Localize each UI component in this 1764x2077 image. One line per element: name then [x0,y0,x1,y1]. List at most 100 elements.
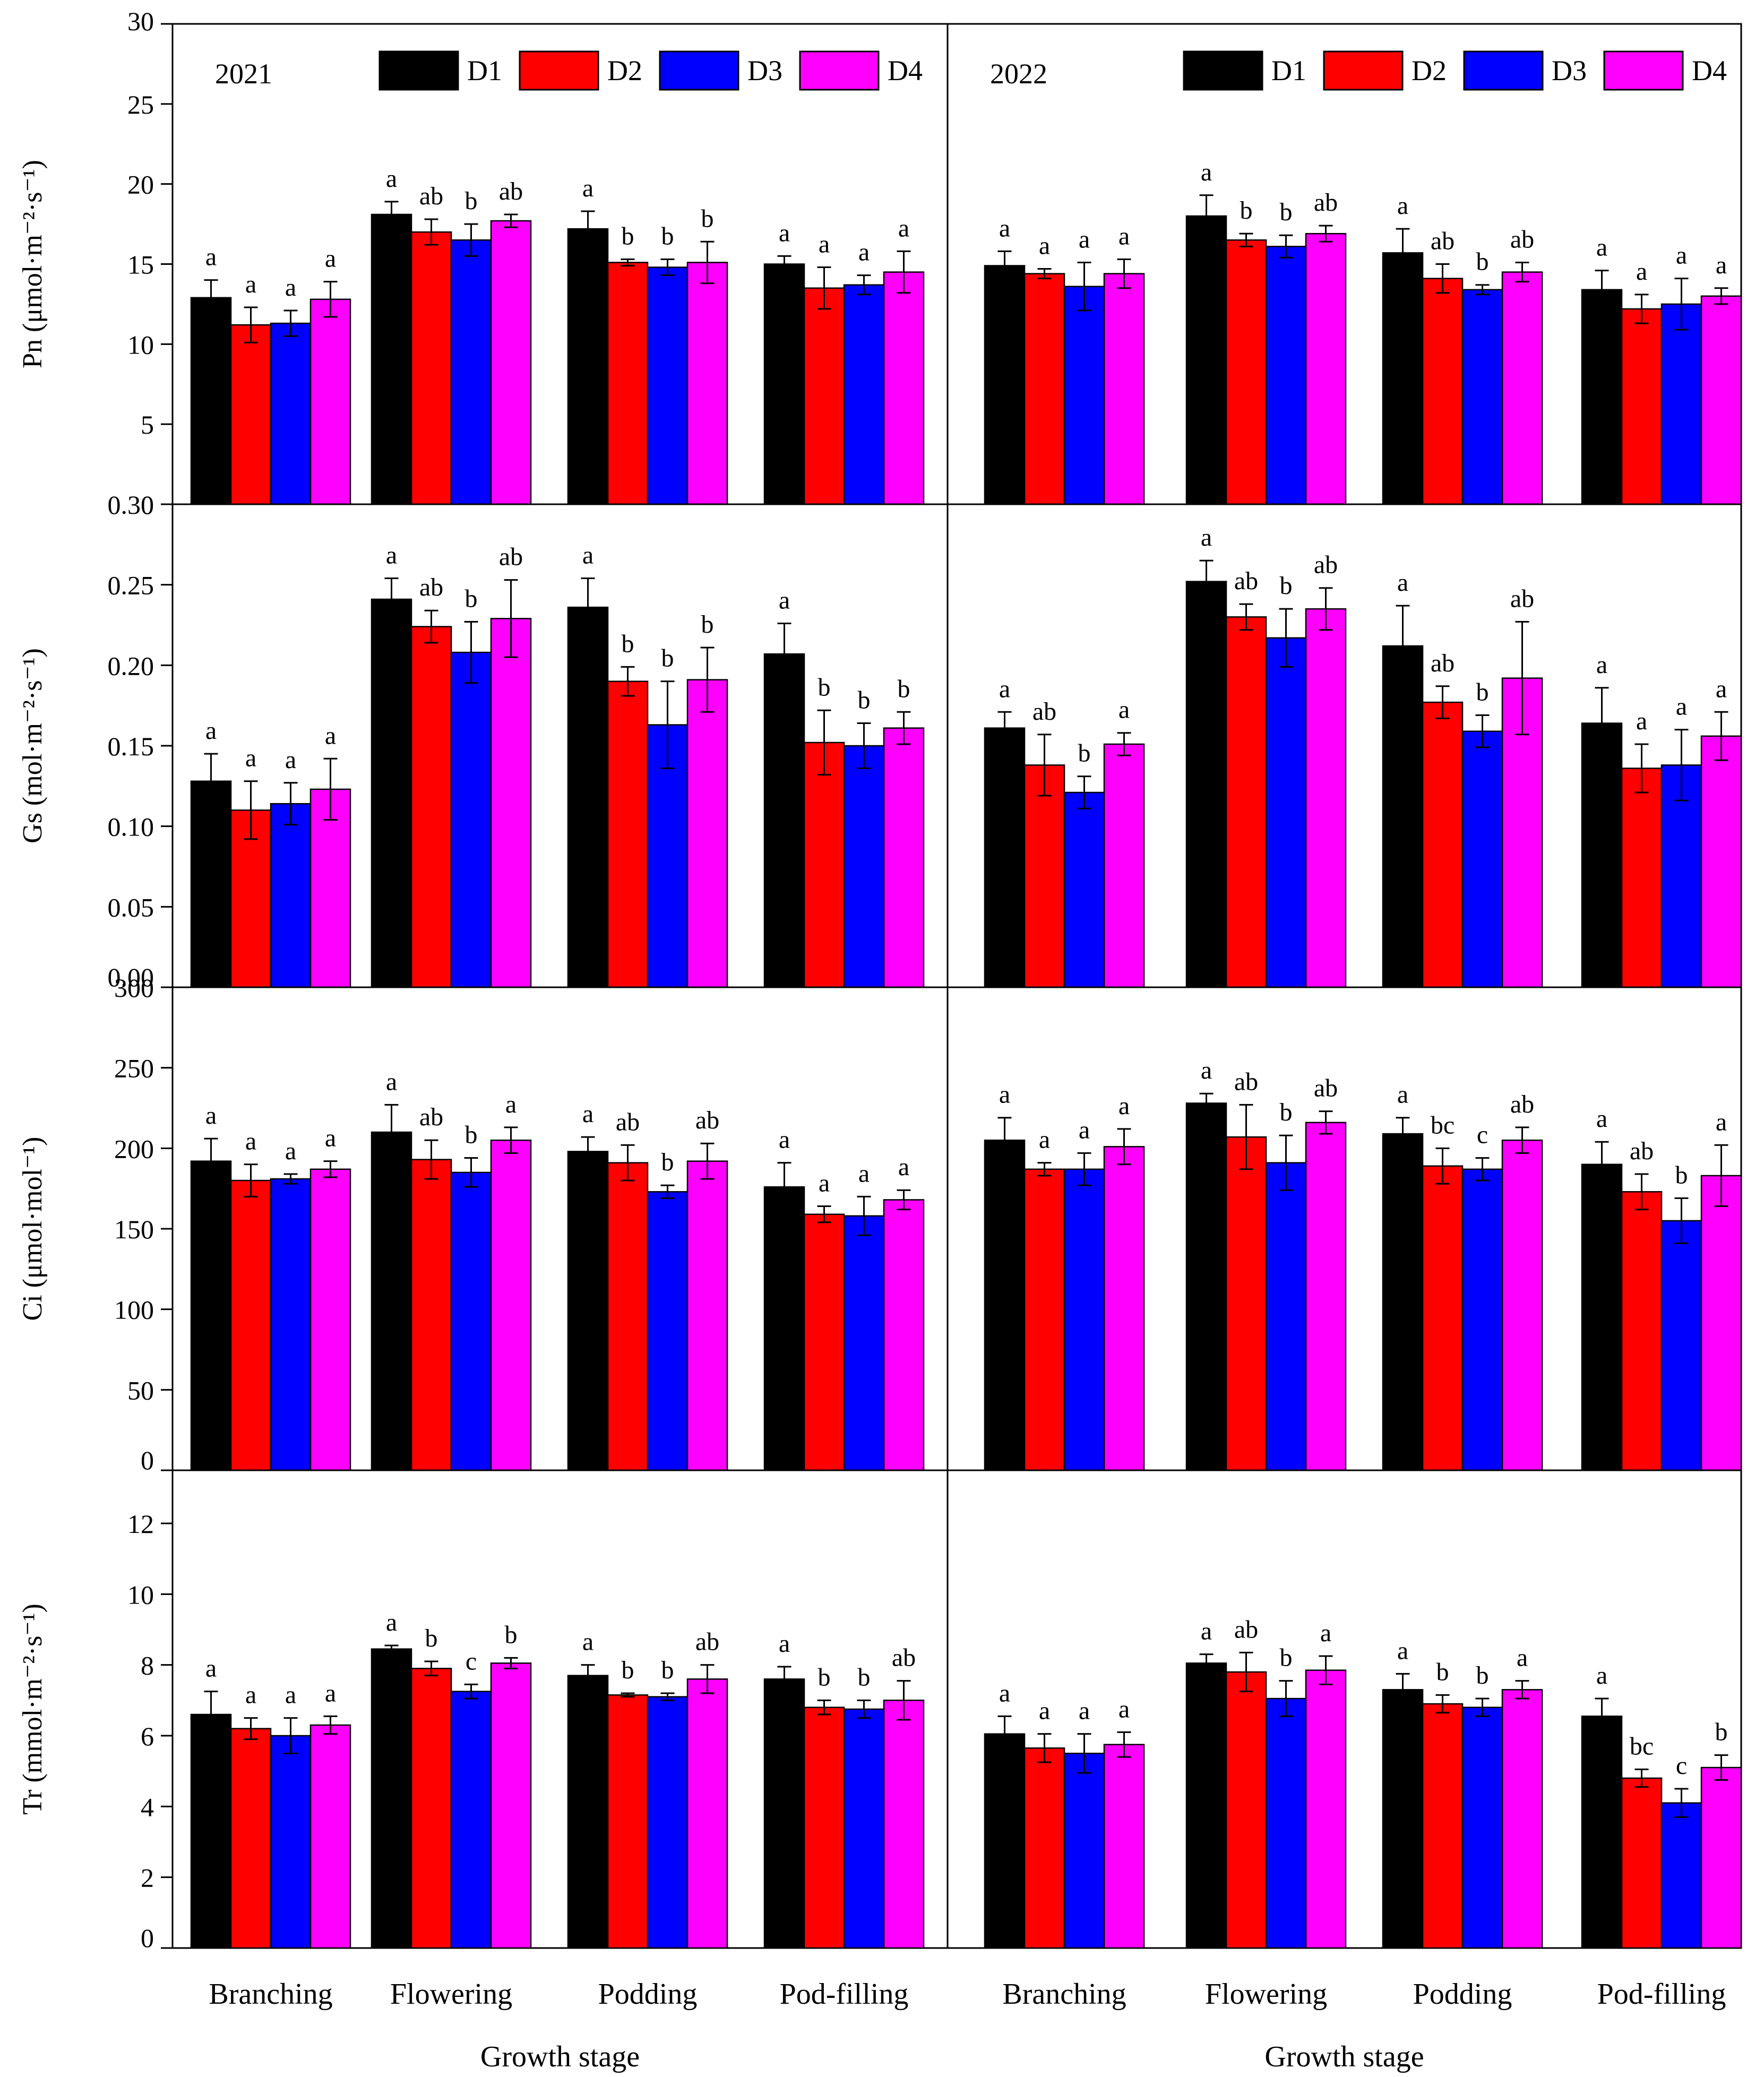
significance-letter: b [701,610,714,639]
significance-letter: a [1397,568,1408,597]
significance-letter: a [1676,242,1687,270]
bar-d4-flowering [490,1139,532,1471]
bar-d4-branching [309,1724,351,1949]
bar-d1-branching [984,1733,1026,1949]
significance-letter: a [205,243,217,271]
bar-d3-branching [270,322,312,505]
bar-d3-branching [1063,1168,1105,1471]
significance-letter: a [325,721,336,749]
bar-d2-pod-filling [803,1213,845,1471]
significance-letter: a [1039,232,1050,260]
bar-d2-branching [230,1728,272,1949]
bar-d2-podding [1422,1165,1464,1471]
significance-letter: b [1280,1644,1293,1672]
legend-label-d4: D4 [888,55,923,87]
y-tick-label: 2 [141,1863,154,1893]
significance-letter: bc [1431,1111,1455,1139]
significance-letter: b [661,644,674,673]
bar-d1-pod-filling [763,1186,805,1471]
significance-letter: a [1716,1108,1727,1136]
significance-letter: ab [1510,584,1534,613]
y-tick-label: 0.30 [108,490,154,520]
bar-d1-flowering [371,1648,412,1949]
bar-d3-pod-filling [1660,1802,1702,1949]
significance-letter: b [701,204,714,232]
bar-d1-pod-filling [763,1678,805,1949]
significance-letter: a [898,1153,909,1181]
bar-d4-pod-filling [1700,1175,1742,1471]
bar-d2-podding [1422,701,1464,988]
bar-d2-pod-filling [1621,308,1663,505]
bar-d1-flowering [1185,215,1227,505]
y-tick-label: 0.20 [108,651,154,680]
significance-letter: ab [892,1644,916,1672]
significance-letter: ab [1314,188,1338,217]
legend-swatch-d1 [1183,50,1263,91]
significance-letter: a [582,1100,593,1128]
significance-letter: b [465,187,478,215]
bar-d1-branching [984,265,1026,505]
significance-letter: a [1596,651,1607,679]
y-tick-label: 0.05 [108,892,154,922]
significance-letter: b [661,1656,674,1684]
significance-letter: a [1636,257,1647,286]
significance-letter: bc [1630,1732,1654,1760]
y-tick-label: 150 [114,1214,154,1244]
bar-d3-flowering [450,651,492,988]
bar-d1-pod-filling [1581,1716,1623,1949]
significance-letter: a [1079,1116,1090,1144]
significance-letter: b [898,675,910,703]
bar-d2-pod-filling [803,1707,845,1949]
significance-letter: b [425,1624,438,1652]
legend-swatch-d3 [659,50,739,91]
significance-letter: a [999,214,1010,242]
y-tick-label: 20 [127,170,154,200]
x-tick-label-podding: Podding [1413,1978,1512,2011]
y-axis-label: Tr (mmol·m⁻²·s⁻¹) [18,1604,48,1815]
year-label: 2021 [215,58,272,90]
bar-d2-branching [1023,273,1065,505]
bar-d3-pod-filling [843,1215,885,1471]
significance-letter: a [205,1101,217,1130]
significance-letter: a [386,541,397,570]
legend-label-d3: D3 [747,55,782,87]
y-tick-label: 100 [114,1295,154,1325]
x-tick-label-flowering: Flowering [1205,1978,1327,2011]
significance-letter: a [1716,251,1727,279]
bar-d1-podding [567,1675,609,1949]
bar-d1-flowering [1185,1102,1227,1471]
bar-d3-flowering [1265,637,1307,988]
significance-letter: c [466,1647,477,1675]
bar-d2-flowering [1225,239,1267,505]
significance-letter: a [1118,1695,1130,1723]
bar-d1-flowering [371,1131,412,1471]
significance-letter: b [1240,196,1253,225]
significance-letter: ab [1314,551,1338,579]
bar-d1-pod-filling [1581,722,1623,988]
significance-letter: a [285,1681,296,1709]
significance-letter: a [1201,1617,1212,1645]
y-tick-label: 30 [127,6,154,36]
legend-label-d4: D4 [1692,55,1727,87]
significance-letter: b [505,1621,518,1649]
x-tick-label-pod-filling: Pod-filling [780,1978,909,2011]
bar-d2-pod-filling [1621,1777,1663,1949]
bar-d3-podding [647,266,689,505]
bar-d1-branching [190,1713,232,1949]
significance-letter: ab [695,1628,719,1656]
bar-d2-podding [607,262,649,505]
y-tick-label: 12 [127,1509,154,1539]
bar-d2-branching [1023,764,1065,988]
bar-d2-flowering [410,1668,452,1949]
bar-d1-flowering [1185,1662,1227,1949]
significance-letter: ab [499,543,523,571]
significance-letter: a [386,1067,397,1096]
significance-letter: c [1477,1121,1488,1149]
significance-letter: a [1596,1661,1607,1690]
significance-letter: b [622,222,634,250]
bar-d2-branching [230,324,272,505]
y-tick-label: 4 [141,1792,154,1822]
